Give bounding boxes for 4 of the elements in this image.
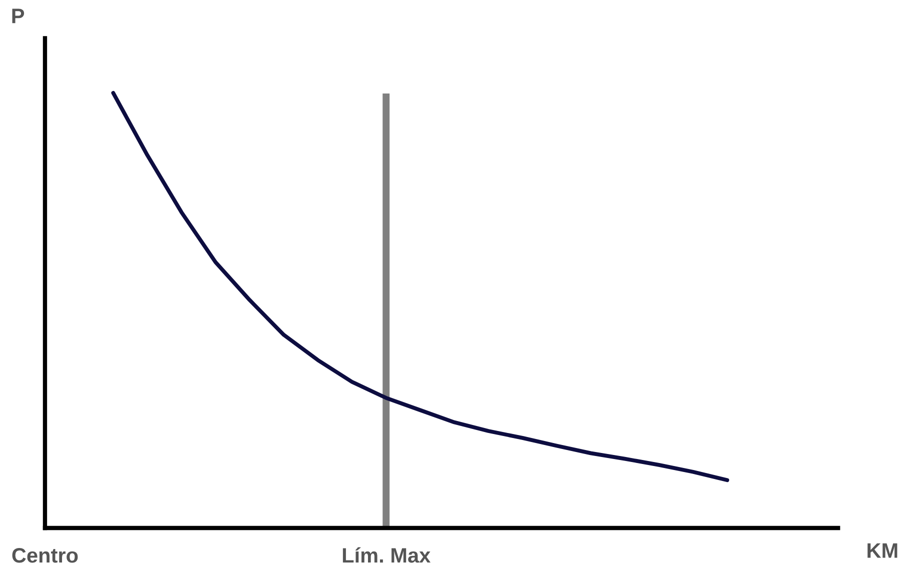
x-axis-title: KM: [868, 543, 898, 558]
y-axis-title: P: [12, 8, 24, 24]
x-tick-label: Centro: [12, 548, 78, 563]
x-tick-label: Lím. Max: [342, 547, 431, 563]
